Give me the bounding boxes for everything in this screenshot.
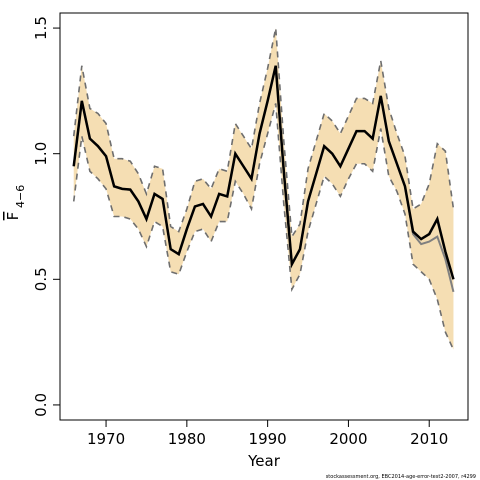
band-lower: [72, 103, 455, 350]
series-line: [72, 65, 455, 280]
confidence-band: [73, 28, 454, 350]
y-axis-label-group: F 4−6: [4, 185, 27, 221]
y-tick-label: 1.0: [32, 142, 50, 166]
y-tick-label: 1.5: [32, 16, 50, 40]
x-tick-label: 1980: [168, 430, 206, 448]
x-axis-label: Year: [247, 452, 281, 470]
y-tick-label: 0.0: [32, 393, 50, 417]
y-tick-label: 0.5: [32, 267, 50, 291]
x-tick-label: 1990: [249, 430, 287, 448]
y-axis-label-sub: 4−6: [14, 185, 27, 208]
y-axis-label: F: [4, 212, 22, 221]
footnote: stockassessment.org, EBC2014-age-error-t…: [326, 474, 476, 480]
plot-frame: [59, 12, 469, 421]
x-tick-label: 1970: [87, 430, 125, 448]
x-tick-label: 2010: [410, 430, 448, 448]
x-tick-label: 2000: [329, 430, 367, 448]
band-upper: [72, 27, 455, 240]
